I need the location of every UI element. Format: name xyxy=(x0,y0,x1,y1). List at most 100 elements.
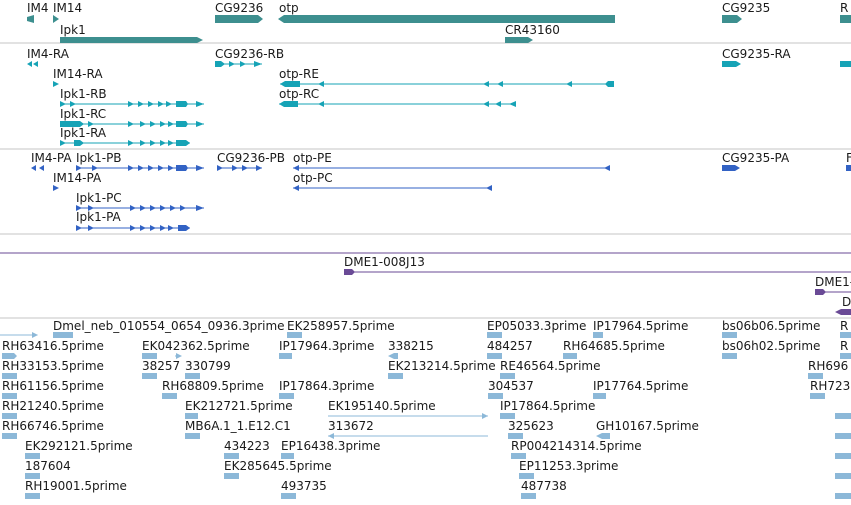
protein-otp-pe[interactable]: otp-PE xyxy=(293,151,610,171)
transcript-label: IM4-RA xyxy=(27,47,70,61)
est-label[interactable]: 330799 xyxy=(185,359,231,373)
protein-label: otp-PE xyxy=(293,151,332,165)
protein-label: Ipk1-PA xyxy=(76,210,122,224)
transcript-cg9236-rb[interactable]: CG9236-RB xyxy=(215,47,284,67)
protein-label: F xyxy=(846,151,851,165)
est-label[interactable]: RH21240.5prime xyxy=(2,399,104,413)
est-label[interactable]: RH19001.5prime xyxy=(25,479,127,493)
est-label[interactable]: RH68809.5prime xyxy=(162,379,264,393)
est-label[interactable]: EK042362.5prime xyxy=(142,339,250,353)
est-label[interactable]: 487738 xyxy=(521,479,567,493)
transcript-ipk1-rb[interactable]: Ipk1-RB xyxy=(60,87,204,107)
gene-glyph xyxy=(215,15,263,23)
est-label[interactable]: RH61156.5prime xyxy=(2,379,104,393)
est-label[interactable]: RH63416.5prime xyxy=(2,339,104,353)
clone-dme1-partial[interactable]: DME1- xyxy=(815,275,851,295)
est-label[interactable]: IP17864.5prime xyxy=(500,399,595,413)
gene-feature-r[interactable]: R xyxy=(840,1,851,23)
protein-label: Ipk1-PC xyxy=(76,191,122,205)
est-label[interactable]: 304537 xyxy=(488,379,534,393)
transcript-label: Ipk1-RB xyxy=(60,87,107,101)
est-label[interactable]: EK292121.5prime xyxy=(25,439,133,453)
protein-label: IM4-PA xyxy=(31,151,72,165)
est-label[interactable]: IP17964.3prime xyxy=(279,339,374,353)
est-label[interactable]: EK195140.5prime xyxy=(328,399,436,413)
protein-ipk1-pa[interactable]: Ipk1-PA xyxy=(76,210,190,231)
gene-feature-cr43160[interactable]: CR43160 xyxy=(505,23,560,43)
est-label[interactable]: 325623 xyxy=(508,419,554,433)
est-label[interactable]: bs06b06.5prime xyxy=(722,319,820,333)
clone-glyph xyxy=(835,309,851,315)
est-label[interactable]: EK258957.5prime xyxy=(287,319,395,333)
est-label[interactable]: EP05033.3prime xyxy=(487,319,586,333)
protein-otp-pc[interactable]: otp-PC xyxy=(293,171,492,191)
est-label[interactable]: 493735 xyxy=(281,479,327,493)
est-label[interactable]: 38257 xyxy=(142,359,180,373)
protein-ipk1-pb[interactable]: Ipk1-PB xyxy=(76,151,204,171)
clone-track: DME1-008J13 DME1- D xyxy=(344,255,851,315)
transcript-label: otp-RC xyxy=(279,87,319,101)
est-label[interactable]: MB6A.1_1.E12.C1 xyxy=(185,419,291,433)
gene-label: CG9236 xyxy=(215,1,263,15)
protein-ipk1-pc[interactable]: Ipk1-PC xyxy=(76,191,204,211)
est-label[interactable]: EP16438.3prime xyxy=(281,439,380,453)
protein-cg9235-pa[interactable]: CG9235-PA xyxy=(722,151,790,171)
est-label[interactable]: RH696 xyxy=(808,359,848,373)
transcript-cg9235-ra[interactable]: CG9235-RA xyxy=(722,47,791,67)
clone-d-partial[interactable]: D xyxy=(835,295,851,315)
gene-feature-im4[interactable]: IM4 xyxy=(27,1,49,23)
gene-feature-ipk1[interactable]: Ipk1 xyxy=(60,23,203,43)
est-label[interactable]: IP17764.5prime xyxy=(593,379,688,393)
est-label[interactable]: EP11253.3prime xyxy=(519,459,618,473)
gene-feature-cg9235[interactable]: CG9235 xyxy=(722,1,770,23)
transcript-otp-rc[interactable]: otp-RC xyxy=(279,87,516,107)
est-label[interactable]: 434223 xyxy=(224,439,270,453)
transcript-otp-re[interactable]: otp-RE xyxy=(279,67,614,87)
est-label[interactable]: Dmel_neb_010554_0654_0936.3prime xyxy=(53,319,285,333)
protein-cg9236-pb[interactable]: CG9236-PB xyxy=(217,151,285,171)
gene-glyph xyxy=(53,15,59,23)
est-glyph xyxy=(2,373,823,379)
gene-feature-otp[interactable]: otp xyxy=(278,1,615,23)
gene-label: CR43160 xyxy=(505,23,560,37)
est-label[interactable]: 338215 xyxy=(388,339,434,353)
transcript-im14-ra[interactable]: IM14-RA xyxy=(53,67,103,87)
protein-glyph xyxy=(31,165,44,171)
est-label[interactable]: RH33153.5prime xyxy=(2,359,104,373)
gene-feature-cg9236[interactable]: CG9236 xyxy=(215,1,263,23)
gene-feature-im14[interactable]: IM14 xyxy=(53,1,82,23)
protein-f[interactable]: F xyxy=(846,151,851,171)
transcript-ipk1-ra[interactable]: Ipk1-RA xyxy=(60,126,190,146)
protein-im14-pa[interactable]: IM14-PA xyxy=(53,171,102,191)
protein-im4-pa[interactable]: IM4-PA xyxy=(31,151,72,171)
est-label[interactable]: RH66746.5prime xyxy=(2,419,104,433)
est-label[interactable]: GH10167.5prime xyxy=(596,419,699,433)
est-glyph xyxy=(25,493,851,499)
est-label[interactable]: RE46564.5prime xyxy=(500,359,601,373)
est-label[interactable]: RH723 xyxy=(810,379,850,393)
est-label[interactable]: EK285645.5prime xyxy=(224,459,332,473)
est-label[interactable]: bs06h02.5prime xyxy=(722,339,820,353)
protein-label: CG9236-PB xyxy=(217,151,285,165)
transcript-glyph xyxy=(215,61,262,67)
est-glyph xyxy=(2,393,825,399)
transcript-im4-ra[interactable]: IM4-RA xyxy=(27,47,70,67)
est-glyph xyxy=(328,433,334,439)
est-label[interactable]: EK213214.5prime xyxy=(388,359,496,373)
transcript-ipk1-rc[interactable]: Ipk1-RC xyxy=(60,107,204,127)
est-label[interactable]: RP004214314.5prime xyxy=(511,439,642,453)
est-label[interactable]: R xyxy=(840,339,848,353)
est-label[interactable]: 187604 xyxy=(25,459,71,473)
est-label[interactable]: RH64685.5prime xyxy=(563,339,665,353)
est-label[interactable]: 484257 xyxy=(487,339,533,353)
clone-dme1-008j13[interactable]: DME1-008J13 xyxy=(344,255,851,275)
transcript-glyph xyxy=(60,101,204,107)
est-label[interactable]: EK212721.5prime xyxy=(185,399,293,413)
gene-glyph xyxy=(505,37,533,43)
est-label[interactable]: IP17864.3prime xyxy=(279,379,374,393)
transcript-glyph xyxy=(722,61,741,67)
est-label[interactable]: IP17964.5prime xyxy=(593,319,688,333)
est-label[interactable]: R xyxy=(840,319,848,333)
est-label[interactable]: 313672 xyxy=(328,419,374,433)
